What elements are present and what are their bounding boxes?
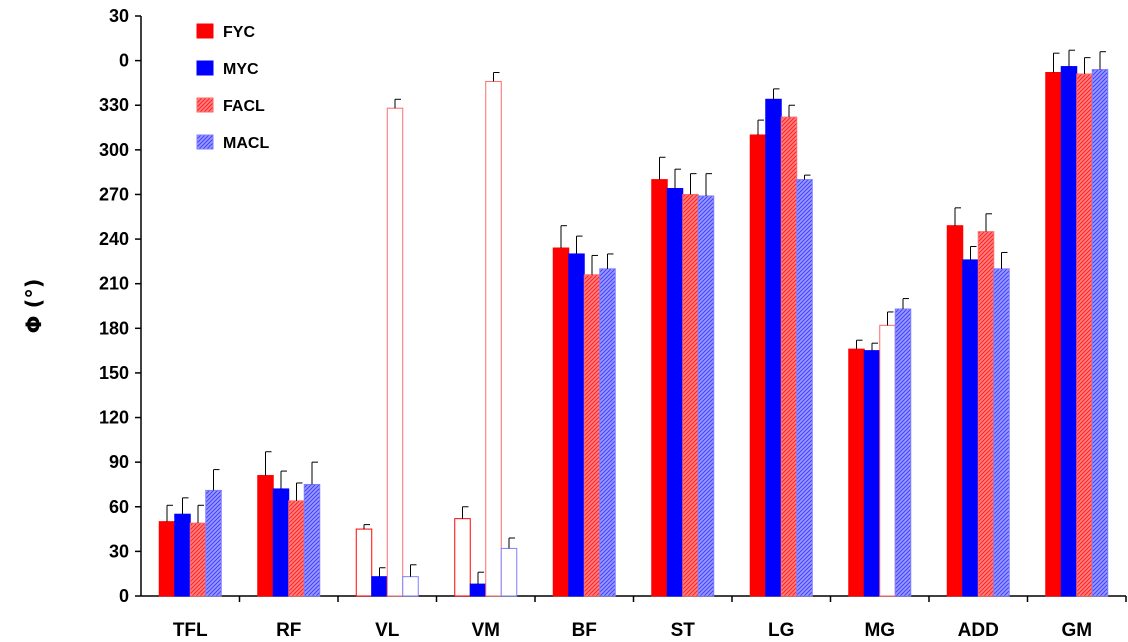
legend: FYC MYC FACL MACL — [196, 23, 269, 152]
bar-facl-rf — [288, 500, 305, 597]
y-tick-label: 0 — [119, 51, 129, 71]
bar-fyc-lg — [749, 134, 767, 597]
y-tick-label: 30 — [109, 541, 129, 561]
y-tick-label: 240 — [99, 229, 129, 249]
bar-myc-mg — [863, 350, 881, 597]
bar-facl-gm — [1076, 73, 1093, 597]
legend-swatch-macl — [196, 134, 214, 150]
bar-macl-bf — [599, 268, 616, 597]
legend-swatch-fyc — [196, 23, 214, 39]
bar-macl-rf — [303, 483, 321, 597]
bar-macl-mg — [894, 308, 912, 597]
bar-fyc-gm — [1045, 72, 1062, 597]
y-axis-label: Φ (°) — [22, 279, 46, 334]
bar-fyc-bf — [552, 247, 570, 597]
bar-myc-vm — [469, 583, 487, 597]
x-tick-label: VM — [472, 620, 501, 641]
bar-facl-vm — [485, 80, 502, 597]
bar-macl-lg — [796, 179, 813, 597]
y-tick-label: 60 — [109, 497, 129, 517]
bar-macl-vm — [500, 547, 518, 597]
bar-macl-tfl — [205, 489, 222, 597]
bar-myc-st — [666, 188, 684, 597]
y-tick-label: 330 — [99, 95, 129, 115]
bar-fyc-vl — [355, 528, 373, 597]
y-tick-label: 90 — [109, 452, 129, 472]
bar-facl-mg — [879, 324, 896, 597]
x-tick-label: ADD — [958, 620, 999, 641]
bar-myc-rf — [272, 488, 290, 597]
y-tick-label: 210 — [99, 274, 129, 294]
bar-facl-add — [977, 231, 995, 597]
y-tick-label: 150 — [99, 363, 129, 383]
legend-label-fyc: FYC — [223, 24, 255, 41]
bar-myc-vl — [371, 576, 388, 597]
x-tick-label: RF — [276, 620, 301, 641]
bar-myc-tfl — [174, 513, 191, 597]
bar-myc-gm — [1060, 66, 1078, 597]
x-tick-label: GM — [1061, 620, 1092, 641]
bar-facl-st — [682, 193, 699, 597]
x-tick-label: MG — [864, 620, 895, 641]
x-tick-label: ST — [671, 620, 696, 641]
error-bars-layer — [166, 49, 1106, 585]
bar-macl-vl — [402, 576, 419, 597]
x-tick-label: LG — [768, 620, 794, 641]
legend-label-macl: MACL — [223, 135, 269, 152]
y-tick-label: 300 — [99, 140, 129, 160]
bar-macl-st — [697, 195, 715, 597]
bar-macl-gm — [1091, 69, 1109, 597]
bar-fyc-vm — [454, 518, 471, 597]
y-tick-label: 0 — [119, 586, 129, 606]
y-tick-label: 120 — [99, 408, 129, 428]
bar-fyc-mg — [848, 348, 865, 597]
bars-layer — [158, 66, 1109, 597]
x-tick-label: VL — [375, 620, 400, 641]
legend-label-facl: FACL — [223, 98, 265, 115]
tick-labels-layer: 0 30 60 90 120 150 180 210 240 270 300 330 0 30 TFL RF V… — [99, 6, 1092, 641]
bar-facl-tfl — [189, 522, 207, 597]
x-tick-label: BF — [572, 620, 597, 641]
bar-macl-add — [993, 268, 1010, 597]
bar-fyc-rf — [257, 475, 274, 597]
bar-myc-bf — [568, 253, 585, 597]
bar-fyc-st — [651, 179, 668, 597]
bar-facl-lg — [780, 116, 798, 597]
bar-fyc-add — [946, 225, 964, 597]
y-tick-label: 30 — [109, 6, 129, 26]
y-tick-label: 180 — [99, 318, 129, 338]
x-tick-label: TFL — [173, 620, 208, 641]
legend-swatch-myc — [196, 60, 214, 76]
legend-label-myc: MYC — [223, 61, 259, 78]
bar-facl-vl — [386, 107, 404, 597]
bar-myc-lg — [765, 98, 782, 597]
bar-myc-add — [962, 259, 979, 597]
bar-fyc-tfl — [158, 521, 176, 597]
legend-swatch-facl — [196, 97, 214, 113]
bar-facl-bf — [583, 274, 601, 597]
y-tick-label: 270 — [99, 184, 129, 204]
